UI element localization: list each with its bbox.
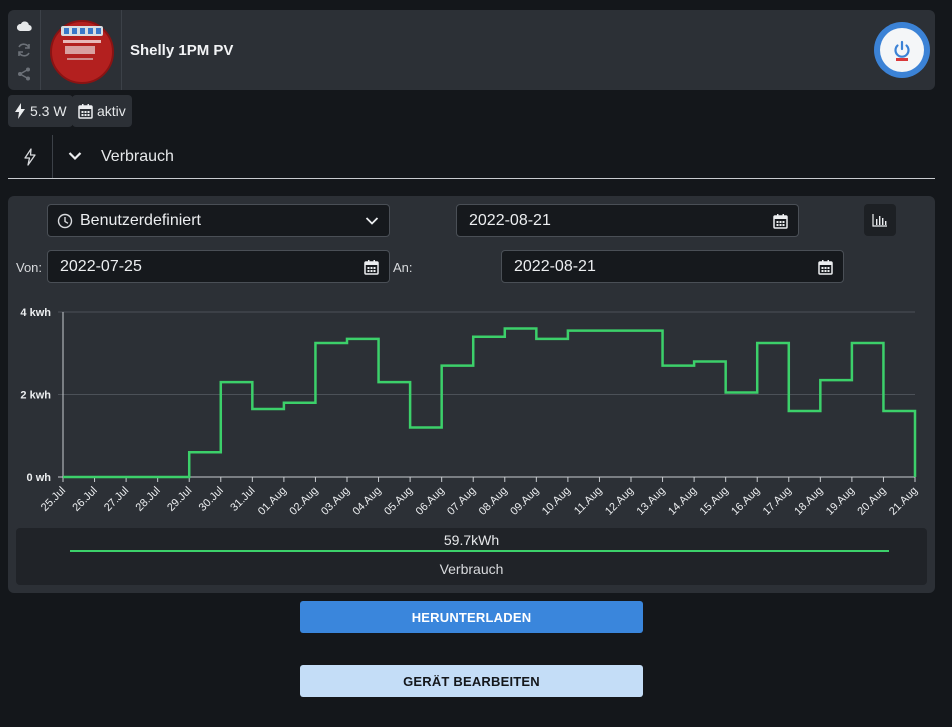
from-date-value: 2022-07-25 xyxy=(60,257,142,275)
x-tick-label: 14.Aug xyxy=(666,485,699,518)
status-value: aktiv xyxy=(97,103,126,119)
x-tick-label: 07.Aug xyxy=(445,485,478,518)
x-tick-label: 04.Aug xyxy=(351,485,384,518)
refresh-icon[interactable] xyxy=(16,42,32,58)
divider xyxy=(40,10,41,90)
x-tick-label: 03.Aug xyxy=(319,485,352,518)
device-name: Shelly 1PM PV xyxy=(130,42,234,59)
device-image xyxy=(50,20,114,84)
chevron-down-icon[interactable] xyxy=(68,151,82,161)
power-value: 5.3 W xyxy=(30,103,67,119)
range-select[interactable]: Benutzerdefiniert xyxy=(47,204,390,237)
cloud-icon[interactable] xyxy=(16,18,32,34)
chevron-down-icon xyxy=(365,217,379,225)
x-tick-label: 01.Aug xyxy=(256,485,289,518)
power-button[interactable] xyxy=(874,22,930,78)
edit-device-button[interactable]: GERÄT BEARBEITEN xyxy=(300,665,643,697)
section-header: Verbrauch xyxy=(8,135,935,179)
device-card: Shelly 1PM PV xyxy=(8,10,935,90)
to-label: An: xyxy=(393,260,413,275)
x-tick-label: 06.Aug xyxy=(414,485,447,518)
series-line-verbrauch xyxy=(63,327,917,479)
x-tick-label: 29.Jul xyxy=(165,485,194,514)
x-tick-label: 09.Aug xyxy=(508,485,541,518)
x-tick-label: 11.Aug xyxy=(572,485,605,518)
divider xyxy=(121,10,122,90)
device-side-icons xyxy=(8,10,40,90)
consumption-panel: Benutzerdefiniert 2022-08-21 Von: 2022-0… xyxy=(8,196,935,593)
lightning-icon xyxy=(15,103,25,119)
x-tick-label: 18.Aug xyxy=(792,485,825,518)
from-date-field[interactable]: 2022-07-25 xyxy=(47,250,390,283)
clock-icon xyxy=(57,213,73,229)
x-tick-label: 12.Aug xyxy=(603,485,636,518)
x-tick-label: 26.Jul xyxy=(70,485,99,514)
chart-legend: 59.7kWh Verbrauch xyxy=(16,528,927,585)
x-tick-label: 31.Jul xyxy=(228,485,257,514)
x-tick-label: 28.Jul xyxy=(134,485,163,514)
consumption-chart: 0 wh 2 kwh 4 kwh 25.Jul 26.Jul 27.Jul 28.Jul 29… xyxy=(20,307,920,518)
status-chip: aktiv xyxy=(72,95,132,127)
legend-series-name: Verbrauch xyxy=(439,561,504,577)
x-tick-label: 20.Aug xyxy=(855,485,888,518)
range-select-value: Benutzerdefiniert xyxy=(80,211,201,229)
to-date-value: 2022-08-21 xyxy=(514,257,596,275)
y-tick-label: 4 kwh xyxy=(20,307,51,319)
power-chip: 5.3 W xyxy=(8,95,73,127)
x-tick-label: 17.Aug xyxy=(761,485,794,518)
x-tick-label: 25.Jul xyxy=(39,485,68,514)
chart-toggle-button[interactable] xyxy=(864,204,896,236)
to-date-field[interactable]: 2022-08-21 xyxy=(501,250,844,283)
x-tick-label: 21.Aug xyxy=(887,485,920,518)
x-tick-label: 10.Aug xyxy=(540,485,573,518)
date-field[interactable]: 2022-08-21 xyxy=(456,204,799,237)
calendar-icon[interactable] xyxy=(773,213,788,229)
calendar-icon xyxy=(78,104,93,119)
x-tick-label: 15.Aug xyxy=(698,485,731,518)
x-tick-label: 27.Jul xyxy=(102,485,131,514)
date-value: 2022-08-21 xyxy=(469,211,551,229)
x-tick-label: 02.Aug xyxy=(287,485,320,518)
from-label: Von: xyxy=(16,260,43,275)
legend-total: 59.7kWh xyxy=(443,532,500,548)
calendar-icon[interactable] xyxy=(364,259,379,275)
bar-chart-icon xyxy=(872,214,887,227)
section-title: Verbrauch xyxy=(101,148,174,165)
x-tick-label: 16.Aug xyxy=(729,485,762,518)
x-tick-label: 05.Aug xyxy=(382,485,415,518)
x-tick-label: 19.Aug xyxy=(824,485,857,518)
y-tick-label: 2 kwh xyxy=(20,390,51,402)
x-tick-label: 13.Aug xyxy=(635,485,668,518)
divider xyxy=(52,135,53,179)
calendar-icon[interactable] xyxy=(818,259,833,275)
legend-swatch xyxy=(70,550,889,552)
section-underline xyxy=(8,178,935,179)
download-button[interactable]: HERUNTERLADEN xyxy=(300,601,643,633)
y-tick-label: 0 wh xyxy=(27,472,52,484)
power-icon xyxy=(880,28,924,72)
lightning-outline-icon xyxy=(24,148,36,166)
x-tick-label: 08.Aug xyxy=(477,485,510,518)
x-tick-label: 30.Jul xyxy=(197,485,226,514)
share-icon[interactable] xyxy=(16,66,32,82)
